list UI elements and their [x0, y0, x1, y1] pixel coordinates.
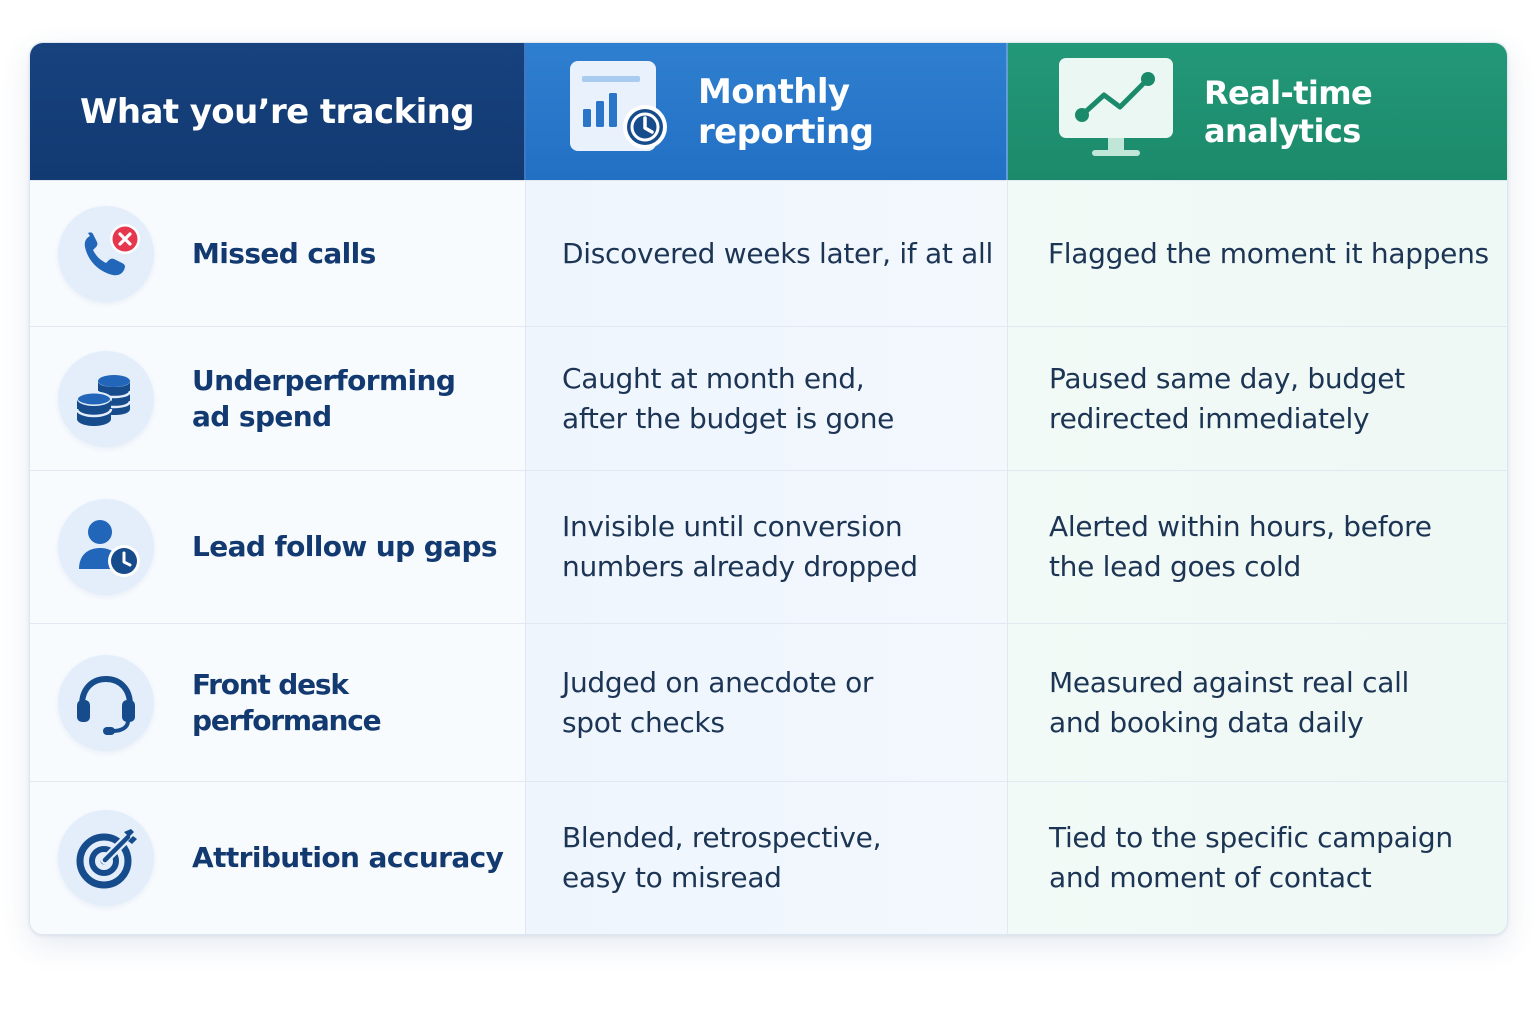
row-label-line: Underperforming [192, 363, 456, 397]
realtime-line: Alerted within hours, before [1049, 510, 1432, 543]
realtime-text: Paused same day, budget redirected immed… [1049, 359, 1405, 439]
header-realtime-label: Real-time analytics [1204, 73, 1373, 150]
realtime-line: Measured against real call [1049, 665, 1410, 699]
row-label-missed-calls: Missed calls [192, 236, 376, 270]
monthly-line: Blended, retrospective, [562, 821, 882, 854]
realtime-cell: Tied to the specific campaign and moment… [1008, 781, 1507, 934]
monthly-text: Caught at month end, after the budget is… [562, 359, 894, 439]
realtime-cell: Measured against real call and booking d… [1008, 623, 1507, 781]
row-label-cell: Underperforming ad spend [30, 326, 526, 470]
row-label-front-desk-performance: Front desk performance [192, 667, 382, 737]
monthly-line: numbers already dropped [562, 550, 918, 583]
header-tracking-label: What you’re tracking [80, 91, 475, 132]
missed-call-icon [58, 205, 154, 302]
realtime-text: Measured against real call and booking d… [1049, 663, 1409, 743]
monthly-line: after the budget is gone [562, 401, 895, 435]
realtime-line: the lead goes cold [1049, 550, 1301, 583]
row-label-underperforming-ad-spend: Underperforming ad spend [192, 363, 456, 435]
header-tracking: What you’re tracking [30, 43, 526, 180]
headset-icon [58, 654, 154, 751]
monthly-cell: Judged on anecdote or spot checks [526, 623, 1008, 781]
realtime-text: Tied to the specific campaign and moment… [1049, 818, 1453, 898]
monthly-text: Discovered weeks later, if at all [562, 234, 993, 274]
row-label-lead-follow-up-gaps: Lead follow up gaps [192, 530, 498, 563]
realtime-text: Alerted within hours, before the lead go… [1049, 507, 1432, 587]
comparison-table: What you’re tracking Monthly reporting [29, 42, 1508, 935]
monthly-line: Discovered weeks later, if at all [562, 236, 993, 270]
row-label-line: ad spend [192, 399, 332, 433]
header-monthly-reporting: Monthly reporting [526, 43, 1008, 180]
row-label-cell: Front desk performance [30, 623, 526, 781]
row-label-cell: Lead follow up gaps [30, 470, 526, 623]
realtime-line: and booking data daily [1049, 705, 1364, 739]
monitor-trend-icon [1058, 57, 1174, 167]
monthly-line: easy to misread [562, 861, 782, 894]
row-label-cell: Attribution accuracy [30, 781, 526, 934]
realtime-line: Flagged the moment it happens [1048, 236, 1489, 270]
monthly-cell: Discovered weeks later, if at all [526, 180, 1008, 326]
monthly-cell: Blended, retrospective, easy to misread [526, 781, 1008, 934]
realtime-cell: Flagged the moment it happens [1008, 180, 1507, 326]
monthly-text: Invisible until conversion numbers alrea… [562, 507, 918, 587]
report-clock-icon [568, 59, 672, 164]
user-clock-icon [58, 499, 154, 595]
monthly-cell: Invisible until conversion numbers alrea… [526, 470, 1008, 623]
monthly-line: Judged on anecdote or [562, 665, 874, 699]
row-label-attribution-accuracy: Attribution accuracy [192, 841, 504, 874]
monthly-line: spot checks [562, 705, 725, 739]
target-icon [58, 810, 154, 906]
realtime-line: Tied to the specific campaign [1049, 821, 1453, 854]
header-monthly-label: Monthly reporting [698, 71, 874, 152]
realtime-line: and moment of contact [1049, 861, 1372, 894]
monthly-line: Caught at month end, [562, 361, 865, 395]
monthly-line: Invisible until conversion [562, 510, 903, 543]
monthly-cell: Caught at month end, after the budget is… [526, 326, 1008, 470]
monthly-text: Judged on anecdote or spot checks [562, 663, 873, 743]
coins-stack-icon [58, 350, 154, 447]
realtime-cell: Alerted within hours, before the lead go… [1008, 470, 1507, 623]
realtime-line: redirected immediately [1049, 401, 1370, 435]
realtime-line: Paused same day, budget [1049, 361, 1405, 395]
row-label-cell: Missed calls [30, 180, 526, 326]
header-realtime-analytics: Real-time analytics [1008, 43, 1507, 180]
monthly-text: Blended, retrospective, easy to misread [562, 818, 882, 898]
realtime-cell: Paused same day, budget redirected immed… [1008, 326, 1507, 470]
realtime-text: Flagged the moment it happens [1048, 234, 1489, 274]
